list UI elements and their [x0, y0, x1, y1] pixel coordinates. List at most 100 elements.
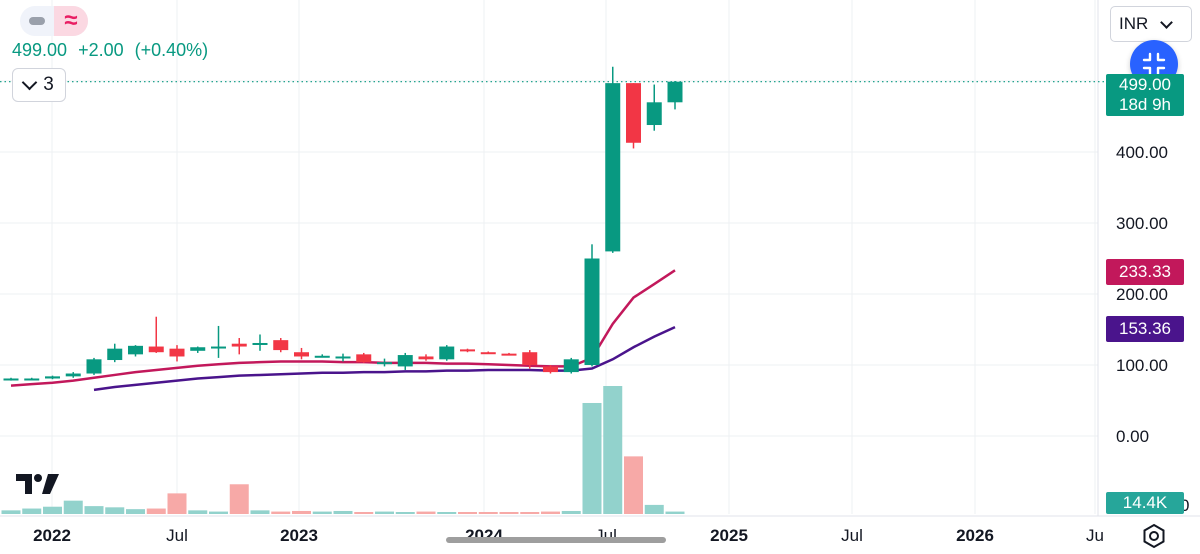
candle-body [294, 352, 309, 357]
volume-bar [167, 493, 187, 514]
candle-body [563, 359, 579, 373]
price-change: +2.00 [78, 40, 124, 60]
volume-bar [499, 512, 519, 514]
price-tick-label: 0.00 [1116, 427, 1149, 446]
candle-body [273, 340, 289, 351]
candle-body [377, 362, 392, 365]
candle-body [24, 378, 40, 381]
volume-bar [395, 512, 415, 514]
candle-body [584, 258, 600, 365]
volume-bar [312, 511, 332, 514]
currency-select[interactable]: INR [1110, 6, 1192, 42]
volume-bar [22, 508, 42, 514]
volume-bar [84, 506, 104, 514]
price-tick-label: 100.00 [1116, 356, 1168, 375]
time-tick-label: 2025 [710, 526, 748, 545]
candle-body [148, 346, 164, 353]
price-tick-label-partial: 0 [1180, 496, 1189, 515]
bar-countdown: 18d 9h [1119, 95, 1171, 114]
volume-bar [416, 511, 436, 514]
volume-bar [126, 509, 145, 514]
candle-body [107, 348, 123, 361]
volume-bar [229, 484, 249, 514]
candle-body [86, 359, 102, 374]
candle-body [501, 353, 517, 356]
last-price: 499.00 [12, 40, 68, 60]
chevron-down-icon [21, 74, 38, 90]
volume-bar [437, 512, 457, 514]
time-tick-label: Jul [841, 526, 863, 545]
volume-bar [478, 512, 498, 514]
settings-gear-icon[interactable] [1141, 523, 1167, 549]
candle-body [252, 342, 268, 345]
volume-bar [458, 512, 477, 514]
candle-body [45, 376, 60, 379]
approx-icon: ≈ [64, 7, 78, 34]
candle-body [522, 352, 538, 365]
volume-bar [624, 456, 643, 514]
indicators-collapse-button[interactable]: 3 [12, 68, 66, 102]
price-tick-label: 400.00 [1116, 143, 1168, 162]
volume-tag: 14.4K [1106, 492, 1184, 514]
volume-bar [603, 386, 623, 514]
candle-body [3, 378, 19, 381]
volume-bar [1, 510, 21, 514]
volume-bar [582, 402, 602, 514]
time-tick-label: 2022 [33, 526, 71, 545]
time-tick-label: Ju [1086, 526, 1104, 545]
volume-bar [333, 510, 353, 514]
candle-body [211, 346, 226, 349]
volume-bar [250, 510, 270, 514]
volume-bar [375, 511, 394, 514]
last-price-tag: 499.00 18d 9h [1106, 74, 1184, 116]
candle-body [231, 343, 247, 347]
price-change-percent: (+0.40%) [134, 40, 209, 60]
time-tick-label: 2026 [956, 526, 994, 545]
toggle-dash-button[interactable] [20, 6, 54, 36]
volume-bar [209, 511, 228, 514]
time-tick-label: 2023 [280, 526, 318, 545]
last-price-tag-value: 499.00 [1119, 75, 1171, 94]
volume-bar [146, 508, 166, 514]
price-tick-label: 300.00 [1116, 214, 1168, 233]
indicator-count: 3 [43, 74, 54, 95]
tradingview-logo [16, 474, 59, 494]
candle-body [65, 373, 81, 377]
candle-body [314, 355, 330, 358]
volume-bar [105, 507, 125, 514]
candle-body [626, 83, 641, 143]
toggle-approx-button[interactable]: ≈ [54, 6, 88, 36]
candle-body [543, 366, 558, 373]
ma-slow-tag: 153.36 [1106, 316, 1184, 342]
volume-bar [354, 512, 374, 514]
volume-bar [63, 500, 83, 514]
legend-values: 499.00 +2.00 (+0.40%) [12, 40, 214, 61]
candle-body [397, 355, 413, 367]
candle-body [460, 349, 475, 352]
candle-body [335, 356, 351, 359]
volume-bar [520, 512, 540, 514]
volume-bar [271, 511, 291, 514]
volume-bar [644, 504, 664, 514]
chart-style-toggle[interactable]: ≈ [20, 6, 88, 36]
dash-icon [29, 17, 45, 25]
candle-body [190, 347, 206, 351]
volume-bar [665, 511, 685, 514]
time-tick-label: Jul [166, 526, 188, 545]
candle-body [646, 102, 662, 126]
candle-body [480, 352, 496, 355]
currency-value: INR [1119, 14, 1149, 33]
volume-bar [188, 510, 208, 514]
candle-body [418, 356, 434, 360]
time-scroll-handle[interactable] [446, 537, 666, 543]
candle-body [667, 81, 683, 103]
volume-bar [561, 510, 581, 514]
candle-body [439, 346, 455, 360]
ma-fast-tag: 233.33 [1106, 259, 1184, 285]
collapse-arrows-icon [1142, 52, 1166, 76]
candle-body [605, 83, 621, 252]
price-tick-label: 200.00 [1116, 285, 1168, 304]
chevron-down-icon [1160, 15, 1174, 29]
volume-bar [43, 506, 62, 514]
